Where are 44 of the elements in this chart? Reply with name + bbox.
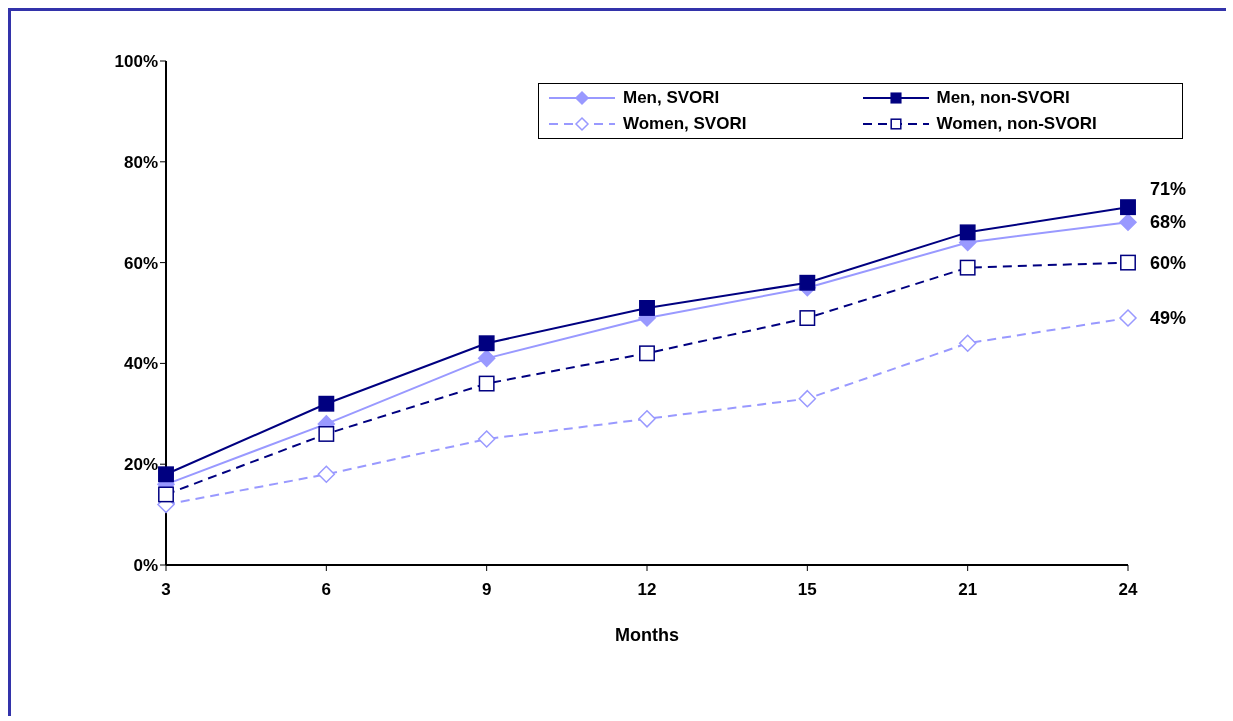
x-tick-label: 3 [161,580,171,600]
point [318,395,335,412]
data-label: 68% [1150,212,1187,233]
y-tick-label: 100% [114,52,158,72]
point [1119,309,1137,327]
x-axis-title: Months [615,625,679,645]
legend-label: Women, SVORI [623,114,747,134]
point [638,410,656,428]
point [799,310,816,326]
y-tick-label: 40% [123,354,158,374]
point [478,335,495,352]
legend-label: Men, SVORI [623,88,720,108]
x-tick-label: 6 [321,580,332,600]
y-tick-label: 0% [133,556,158,576]
legend-label: Women, non-SVORI [936,114,1097,134]
point [477,430,496,448]
y-tick-label: 60% [123,253,158,273]
point [1120,199,1136,216]
x-tick-label: 24 [1118,580,1138,600]
point [1119,213,1137,232]
y-tick-label: 20% [123,455,158,475]
point [1120,254,1136,271]
point [477,349,496,368]
x-tick-label: 9 [481,580,492,600]
legend-label: Men, non-SVORI [936,88,1070,108]
point [317,465,336,484]
x-tick-label: 15 [797,580,817,600]
point [639,345,655,362]
y-tick-label: 80% [123,152,158,172]
point [158,466,174,483]
data-label: 71% [1150,179,1187,200]
point [958,334,977,352]
data-label: 60% [1150,252,1187,273]
point [158,486,174,503]
x-tick-label: 12 [637,580,657,600]
point [959,259,976,276]
data-label: 49% [1150,308,1187,329]
point [959,224,976,241]
point [639,300,655,316]
point [798,389,817,408]
point [318,426,335,442]
point [478,375,495,392]
point [799,274,816,291]
x-tick-label: 21 [958,580,978,600]
